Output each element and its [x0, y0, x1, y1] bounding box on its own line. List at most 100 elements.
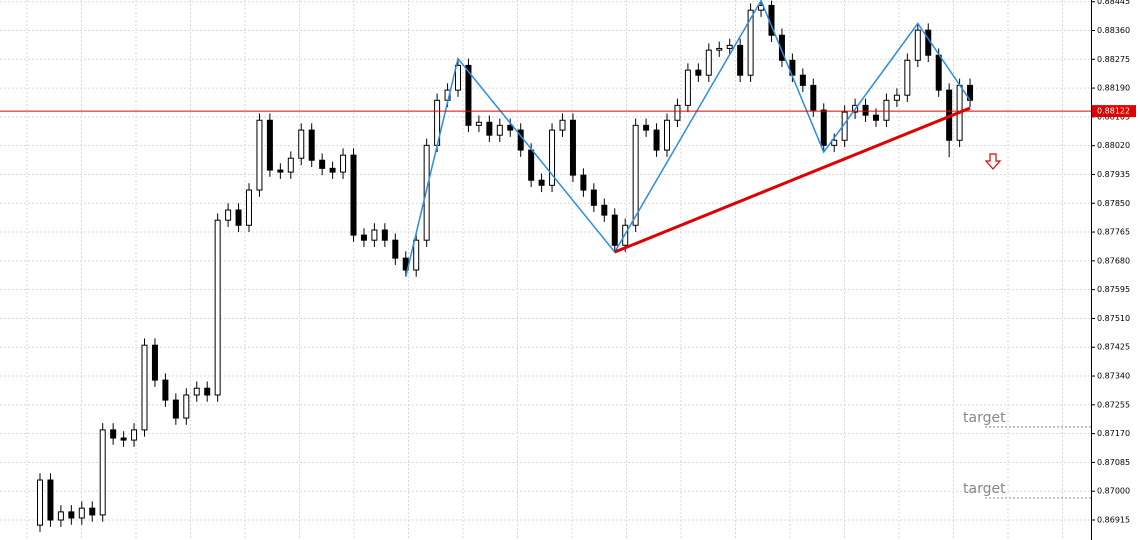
candle-body	[141, 344, 148, 431]
candle-body	[298, 129, 305, 159]
candle-body	[507, 124, 514, 131]
target-label: target	[963, 481, 1006, 497]
candle-body	[873, 114, 879, 121]
y-tick-label: 0.87000	[1097, 487, 1130, 496]
candle-body	[653, 129, 660, 151]
candle-body	[799, 74, 806, 86]
candle-body	[496, 124, 503, 136]
candle-body	[204, 387, 211, 396]
candle-body	[89, 507, 96, 516]
price-label: 0.88122	[1097, 107, 1130, 116]
candle-body	[214, 219, 221, 396]
y-tick-label: 0.87595	[1097, 285, 1130, 294]
candle-body	[183, 394, 190, 419]
y-tick-label: 0.87765	[1097, 228, 1130, 237]
candle-body	[193, 387, 200, 396]
candle-body	[392, 239, 399, 259]
candle-body	[611, 214, 618, 246]
candle-body	[632, 124, 639, 226]
candle-body	[914, 29, 921, 61]
candle-body	[590, 189, 597, 206]
candle-body	[455, 64, 461, 91]
candle-body	[925, 29, 932, 56]
candle-body	[172, 399, 179, 419]
candle-body	[131, 429, 138, 441]
y-tick-label: 0.87255	[1097, 400, 1130, 409]
candle-body	[225, 209, 232, 221]
candle-body	[935, 54, 942, 91]
candle-body	[674, 104, 681, 121]
candle-body	[287, 157, 294, 173]
candle-body	[465, 64, 472, 126]
candle-body	[893, 94, 900, 101]
candle-body	[360, 234, 367, 241]
candle-body	[737, 44, 744, 76]
y-tick-label: 0.87340	[1097, 372, 1130, 381]
price-axis: 0.884450.883600.882750.881900.881050.880…	[1091, 0, 1136, 525]
candle-body	[883, 99, 890, 121]
y-tick-label: 0.87850	[1097, 199, 1130, 208]
candle-body	[110, 429, 117, 439]
candle-body	[423, 144, 430, 241]
candle-body	[820, 109, 827, 146]
y-tick-label: 0.88020	[1097, 141, 1130, 150]
y-tick-label: 0.87085	[1097, 458, 1130, 467]
candle-body	[684, 69, 691, 106]
y-tick-label: 0.87510	[1097, 314, 1130, 323]
candle-body	[862, 104, 869, 116]
candle-body	[716, 47, 723, 51]
candle-body	[643, 124, 650, 131]
candle-body	[538, 179, 545, 186]
candle-body	[559, 119, 566, 131]
candle-body	[831, 139, 838, 146]
y-tick-label: 0.88360	[1097, 26, 1130, 35]
target-label: target	[963, 410, 1006, 426]
y-tick-label: 0.87935	[1097, 170, 1130, 179]
candle-body	[78, 507, 85, 519]
candle-body	[256, 119, 263, 191]
zigzag-line	[405, 0, 971, 277]
candle-body	[726, 44, 733, 49]
y-tick-label: 0.87425	[1097, 343, 1130, 352]
trend-line	[614, 106, 971, 254]
candle-body	[308, 129, 315, 161]
candle-body	[266, 119, 273, 171]
candle-body	[381, 229, 388, 241]
candle-body	[528, 149, 535, 181]
candle-body	[705, 49, 712, 76]
y-tick-label: 0.87680	[1097, 256, 1130, 265]
candle-body	[580, 174, 587, 191]
candle-body	[778, 34, 785, 61]
candle-body	[664, 119, 670, 151]
candle-body	[235, 209, 242, 226]
candle-body	[350, 154, 357, 236]
candle-body	[413, 239, 420, 271]
candle-body	[47, 479, 54, 521]
candle-body	[151, 344, 158, 381]
candle-body	[747, 9, 754, 76]
candle-body	[569, 119, 576, 176]
candle-body	[695, 69, 702, 76]
candle-body	[486, 121, 493, 136]
candle-body	[277, 169, 284, 173]
candle-body	[319, 159, 326, 169]
candle-body	[246, 189, 252, 226]
y-tick-label: 0.88275	[1097, 55, 1130, 64]
candle-body	[475, 121, 482, 126]
price-label-box	[1092, 105, 1136, 118]
y-tick-label: 0.87170	[1097, 429, 1130, 438]
plot: target target	[0, 0, 1091, 532]
candle-body	[810, 84, 817, 111]
candle-body	[99, 429, 106, 516]
candle-body	[371, 229, 378, 241]
candle-body	[162, 379, 169, 401]
candle-body	[37, 479, 43, 526]
candle-body	[57, 511, 64, 521]
candle-body	[68, 511, 75, 519]
y-tick-label: 0.86915	[1097, 516, 1130, 525]
candle-body	[601, 204, 608, 216]
candle-body	[329, 167, 336, 173]
y-tick-label: 0.88445	[1097, 0, 1130, 6]
